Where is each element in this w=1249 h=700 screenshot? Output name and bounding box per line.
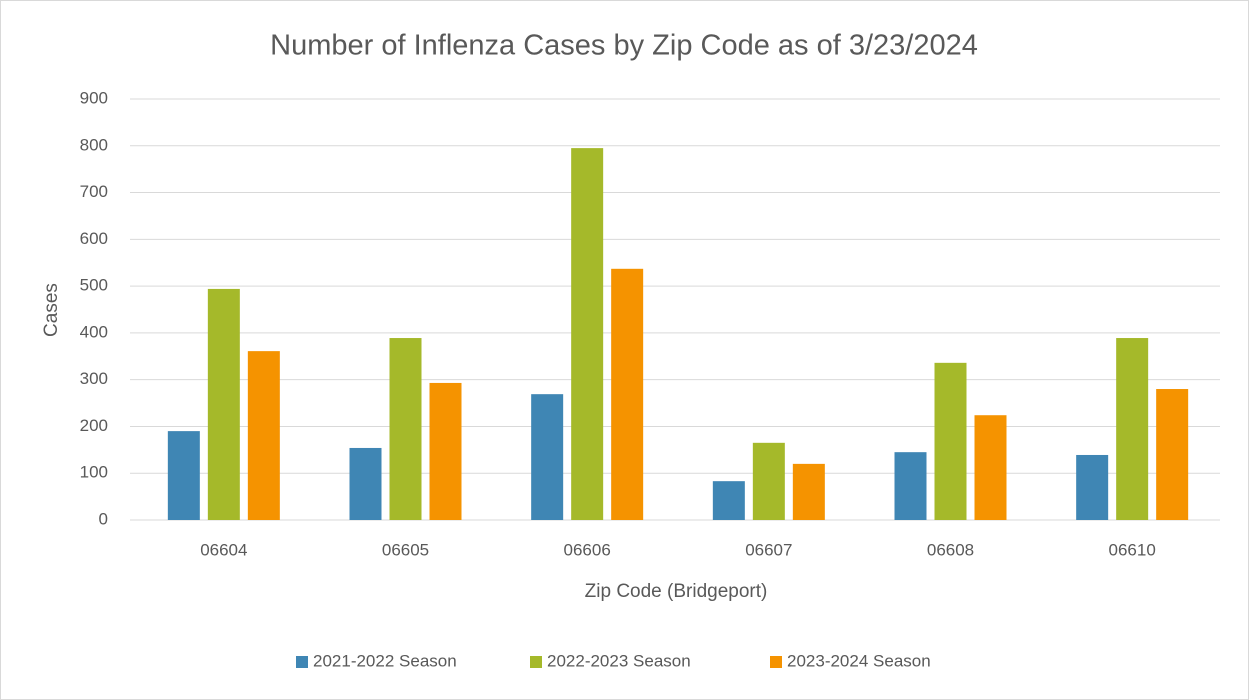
legend-swatch [770,656,782,668]
y-tick-label: 900 [80,88,108,107]
chart-title: Number of Inflenza Cases by Zip Code as … [270,30,978,62]
x-tick-label: 06608 [927,540,974,559]
y-axis-title: Cases [41,283,62,337]
bar [712,481,745,520]
legend-label: 2023-2024 Season [787,651,931,670]
bar [792,463,825,520]
bar [167,431,200,520]
bar [611,268,644,520]
y-tick-label: 300 [80,369,108,388]
legend-label: 2021-2022 Season [313,651,457,670]
bar [894,452,927,520]
legend-swatch [296,656,308,668]
y-tick-label: 600 [80,229,108,248]
bar [207,288,240,520]
x-tick-label: 06604 [200,540,247,559]
x-tick-label: 06610 [1109,540,1156,559]
bar [531,394,564,520]
x-tick-label: 06606 [564,540,611,559]
bar [429,382,462,520]
bar [974,415,1007,520]
bar [571,148,604,520]
x-tick-label: 06605 [382,540,429,559]
y-tick-label: 100 [80,463,108,482]
y-tick-label: 200 [80,416,108,435]
bar [1116,338,1149,520]
bar [389,338,422,520]
x-axis-title: Zip Code (Bridgeport) [585,581,768,602]
y-tick-label: 800 [80,135,108,154]
legend-swatch [530,656,542,668]
bar [349,447,382,520]
y-tick-label: 500 [80,276,108,295]
bar [1076,454,1109,520]
bar [1156,389,1189,520]
bar [247,351,280,520]
legend-label: 2022-2023 Season [547,651,691,670]
y-tick-label: 400 [80,322,108,341]
y-tick-label: 0 [99,509,108,528]
bar [934,362,967,520]
y-tick-label: 700 [80,182,108,201]
x-tick-label: 06607 [745,540,792,559]
bar [752,442,785,520]
